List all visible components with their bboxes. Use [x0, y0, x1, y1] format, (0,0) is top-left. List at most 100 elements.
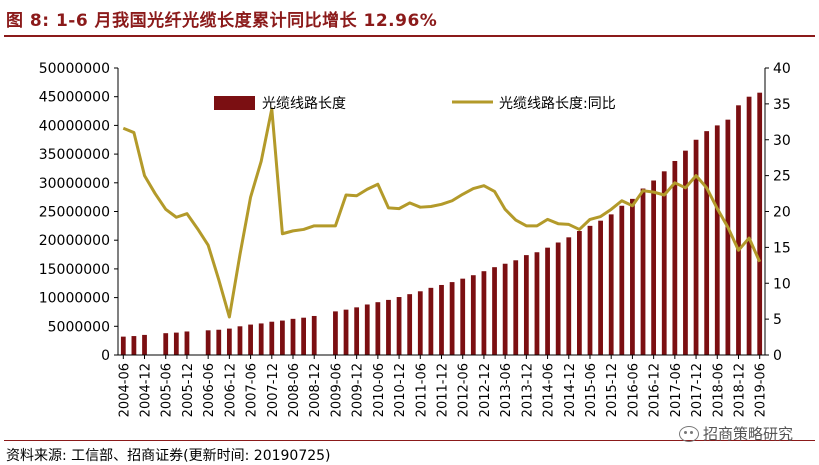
x-tick-label: 2016-06: [626, 363, 641, 417]
y-left-tick-label: 10000000: [39, 291, 110, 307]
bar-2005-12: [184, 331, 190, 355]
bar-2013-12: [523, 255, 529, 355]
bar-2010-09: [386, 299, 391, 355]
bar-2017-09: [683, 150, 688, 355]
y-right-tick-label: 30: [773, 133, 791, 149]
bar-2009-06: [333, 311, 338, 355]
y-right-tick-label: 10: [773, 276, 791, 292]
x-tick-label: 2011-06: [414, 363, 429, 417]
x-tick-label: 2010-12: [393, 363, 408, 417]
bar-2012-12: [481, 271, 487, 355]
x-tick-label: 2013-06: [499, 363, 514, 417]
bar-2016-09: [640, 188, 646, 355]
legend-bar-swatch: [214, 96, 255, 110]
bar-2013-09: [513, 260, 519, 355]
x-tick-label: 2012-06: [457, 363, 472, 417]
y-left-tick-label: 15000000: [39, 262, 110, 278]
bar-2014-06: [545, 247, 550, 355]
y-left-tick-label: 40000000: [39, 118, 110, 134]
bar-2011-09: [428, 287, 434, 355]
bar-2019-03: [746, 96, 752, 355]
x-tick-label: 2009-06: [329, 363, 344, 417]
x-tick-label: 2015-06: [584, 363, 599, 417]
bar-2004-09: [131, 336, 137, 355]
y-right-tick-label: 40: [773, 61, 791, 77]
bar-2006-06: [205, 330, 211, 355]
bar-2010-12: [396, 297, 402, 355]
legend-bar-label: 光缆线路长度: [262, 96, 346, 112]
y-left-tick-label: 5000000: [48, 319, 110, 335]
x-tick-label: 2017-06: [669, 363, 684, 417]
bar-2015-09: [598, 220, 603, 355]
bar-2017-03: [661, 171, 667, 355]
bar-2015-03: [577, 231, 582, 355]
x-tick-label: 2006-12: [223, 363, 238, 417]
y-left-tick-label: 30000000: [39, 176, 110, 192]
bar-2017-06: [672, 160, 678, 355]
y-right-tick-label: 0: [773, 348, 782, 364]
bar-2004-12: [142, 334, 147, 355]
bar-2018-09: [725, 119, 731, 355]
legend: 光缆线路长度 光缆线路长度:同比: [214, 96, 616, 112]
bar-2013-03: [492, 267, 497, 355]
y-right-tick-label: 15: [773, 240, 791, 256]
bar-2008-06: [290, 318, 296, 355]
y-right-tick-label: 25: [773, 169, 791, 185]
bar-2007-03: [237, 326, 243, 355]
x-tick-label: 2010-06: [372, 363, 387, 417]
y-right-tick-label: 20: [773, 205, 791, 221]
yoy-line: [122, 107, 762, 319]
bar-2012-06: [460, 278, 466, 355]
bar-2007-06: [248, 324, 253, 355]
legend-line-label: 光缆线路长度:同比: [499, 96, 616, 112]
bar-2007-12: [269, 321, 275, 355]
x-tick-label: 2005-12: [181, 363, 196, 417]
bar-2018-12: [736, 105, 741, 355]
x-tick-label: 2018-12: [732, 363, 747, 417]
bar-2008-03: [280, 320, 285, 355]
bar-2006-12: [226, 328, 232, 355]
source-note: 资料来源: 工信部、招商证券(更新时间: 20190725): [6, 448, 331, 464]
y-right-tick-label: 5: [773, 312, 782, 328]
x-tick-label: 2007-12: [266, 363, 281, 417]
watermark-text: 招商策略研究: [702, 425, 793, 443]
bar-2010-03: [364, 304, 370, 355]
bar-2005-06: [163, 333, 169, 355]
x-tick-label: 2006-06: [202, 363, 217, 417]
bar-2005-09: [173, 332, 179, 355]
x-tick-label: 2017-12: [690, 363, 705, 417]
bar-2015-06: [587, 225, 593, 355]
x-tick-label: 2011-12: [436, 363, 451, 417]
y-left-tick-label: 20000000: [39, 233, 110, 249]
x-tick-label: 2008-12: [308, 363, 323, 417]
x-tick-label: 2007-06: [245, 363, 260, 417]
bar-2009-09: [343, 309, 349, 355]
bar-2006-09: [216, 329, 222, 355]
axes: 0 5000000 10000000 15000000 20000000 25000000…: [39, 61, 791, 417]
x-tick-label: 2019-06: [754, 363, 769, 417]
bar-2011-12: [439, 284, 444, 355]
bar-2011-03: [407, 294, 413, 355]
x-tick-label: 2014-12: [563, 363, 578, 417]
watermark: 招商策略研究: [678, 423, 793, 444]
bar-2004-06: [120, 336, 126, 355]
bar-2012-03: [449, 282, 455, 355]
y-left-tick-label: 35000000: [39, 147, 110, 163]
x-tick-label: 2014-06: [542, 363, 557, 417]
y-right-tick-label: 35: [773, 97, 791, 113]
x-tick-label: 2015-12: [605, 363, 620, 417]
bar-2012-09: [470, 275, 476, 355]
bar-2014-09: [555, 242, 561, 355]
y-left-tick-label: 45000000: [39, 90, 110, 106]
bar-2017-12: [693, 139, 699, 355]
footer-divider: [4, 440, 815, 441]
x-tick-label: 2013-12: [520, 363, 535, 417]
y-left-tick-label: 0: [101, 348, 110, 364]
bar-2014-12: [566, 237, 572, 355]
wechat-icon: [678, 425, 699, 442]
x-tick-label: 2016-12: [648, 363, 663, 417]
x-tick-label: 2008-06: [287, 363, 302, 417]
figure-title: 图 8: 1-6 月我国光纤光缆长度累计同比增长 12.96%: [6, 11, 438, 31]
x-tick-label: 2005-06: [160, 363, 175, 417]
